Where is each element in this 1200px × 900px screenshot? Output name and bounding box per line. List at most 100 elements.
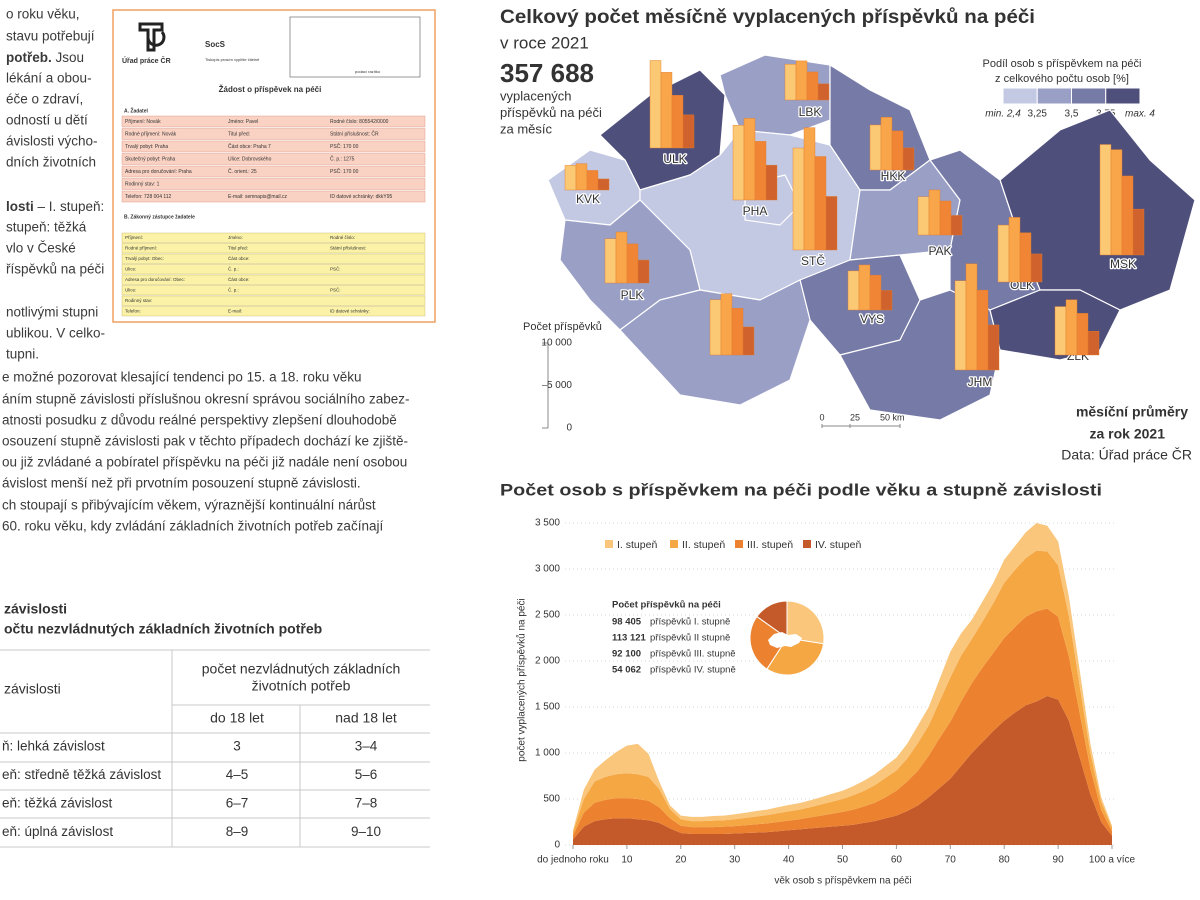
form-field: Příjmení: [125, 235, 143, 240]
form-field: Titul před: [228, 131, 250, 137]
pie-value-label: 113 121 [612, 633, 647, 644]
pie-value-label: 54 062 [612, 665, 641, 676]
form-field: PSČ: [330, 265, 341, 271]
form-field: Č. p.: 1275 [330, 155, 355, 162]
table-header: nad 18 let [335, 710, 397, 726]
form-field: Rodinný stav: 1 [125, 181, 160, 187]
form-code: SocS [205, 40, 226, 49]
region-bar [847, 270, 860, 311]
table-cell: 8–9 [226, 824, 249, 839]
form-field: E-mail: semnapis@mail.cz [228, 194, 287, 200]
y-tick-label: 1 500 [535, 702, 560, 713]
legend-swatch [1105, 87, 1141, 105]
region-bar [765, 164, 778, 201]
x-tick-label: 100 a více [1089, 855, 1136, 866]
form-field: ID datové schránky: [330, 308, 370, 313]
body-text: stupeň: těžká [6, 220, 87, 235]
body-text: áním stupně závislosti příslušnou okresn… [2, 392, 409, 407]
region-bar [965, 263, 978, 371]
distance-scale [821, 424, 901, 428]
source: Data: Úřad práce ČR [1061, 447, 1192, 463]
form-row [121, 153, 426, 165]
note: měsíční průměry [1076, 404, 1188, 420]
form-field: PSČ: 170 00 [330, 168, 359, 175]
region-bar [880, 290, 893, 311]
form-row [121, 115, 426, 128]
form-title: Žádost o příspěvek na péči [219, 85, 322, 94]
area-series [573, 523, 1112, 833]
region-label: KVK [576, 192, 600, 206]
body-text: e možné pozorovat klesající tendenci po … [2, 370, 361, 385]
chart-subtitle: v roce 2021 [500, 33, 589, 52]
region-bar [660, 72, 673, 149]
form-row [121, 165, 426, 178]
form-field: Část obce: Praha 7 [228, 143, 271, 150]
form-row [121, 253, 426, 264]
legend-swatch [1002, 87, 1038, 105]
body-text: notlivými stupni [6, 305, 98, 320]
form-row [121, 190, 426, 203]
region-label: VYS [860, 312, 884, 326]
region-bar [626, 243, 639, 284]
form-section: B. Zákonný zástupce žadatele [124, 214, 195, 220]
distance-label: 50 km [880, 412, 905, 422]
text-run: Jsou [52, 50, 84, 65]
form-field: Jméno: [228, 235, 243, 240]
x-tick-label: 40 [783, 855, 795, 866]
legend-label: III. stupeň [747, 539, 793, 551]
region-label: ULK [663, 152, 686, 166]
body-text: lékání a obou- [6, 71, 92, 86]
form-field: Titul před: [228, 245, 248, 250]
region-label: PLK [621, 288, 644, 302]
body-text: vlo v České [6, 241, 76, 256]
form-field: PSČ: [330, 286, 341, 292]
form-field: Rodné číslo: [330, 235, 355, 240]
x-tick-label: 10 [621, 855, 633, 866]
table-header: životních potřeb [252, 678, 351, 694]
form-field: Příjmení: Novák [125, 119, 161, 125]
legend-swatch [1071, 87, 1107, 105]
y-tick-label: 3 000 [535, 564, 560, 575]
y-tick-label: 2 000 [535, 656, 560, 667]
area-series [573, 608, 1112, 840]
form-field: Č. orient.: 25 [228, 168, 257, 175]
legend-tick-label: min. 2,4 [985, 109, 1021, 120]
x-tick-label: 80 [999, 855, 1011, 866]
table-cell: eň: úplná závislost [2, 824, 113, 839]
legend-tick-label: max. 4 [1125, 109, 1155, 120]
region-bar [976, 289, 989, 371]
region-bar [858, 264, 871, 311]
legend-swatch [735, 540, 743, 548]
region-bar [1008, 217, 1021, 283]
table-cell: 3 [233, 739, 241, 754]
region-bar [825, 196, 838, 251]
table-cell: 9–10 [351, 824, 381, 839]
chart-title: Počet osob s příspěvkem na péči podle vě… [500, 480, 1102, 499]
region-bar [869, 274, 882, 311]
region-bar [939, 200, 952, 236]
highlight-text: za měsíc [500, 121, 553, 136]
region-bar [732, 124, 745, 201]
form-row [121, 285, 426, 296]
region-label: JHM [968, 375, 993, 389]
x-tick-label: 30 [729, 855, 741, 866]
form-field: ID datové schránky: dkkY95 [330, 194, 392, 200]
pie-slice [756, 600, 788, 639]
y-tick-label: 0 [554, 840, 560, 851]
table-cell: 4–5 [226, 767, 249, 782]
form-field: Adresa pro doručování: Obec: [125, 277, 185, 282]
legend-title: z celkového počtu osob [%] [995, 73, 1129, 85]
region-bar [1132, 208, 1145, 256]
region-bar [1054, 306, 1067, 356]
form-row [121, 232, 426, 243]
table-heading: očtu nezvládnutých základních životních … [4, 621, 322, 637]
form-row [121, 178, 426, 190]
region-bar [742, 326, 755, 356]
form-stamp-box [289, 16, 421, 78]
region-label: PHA [743, 204, 768, 218]
region-bar [784, 64, 797, 101]
body-text: dních životních [6, 155, 96, 170]
region-bar [1099, 144, 1112, 256]
region-bar [1076, 313, 1089, 356]
body-text: ublikou. V celko- [6, 326, 105, 341]
